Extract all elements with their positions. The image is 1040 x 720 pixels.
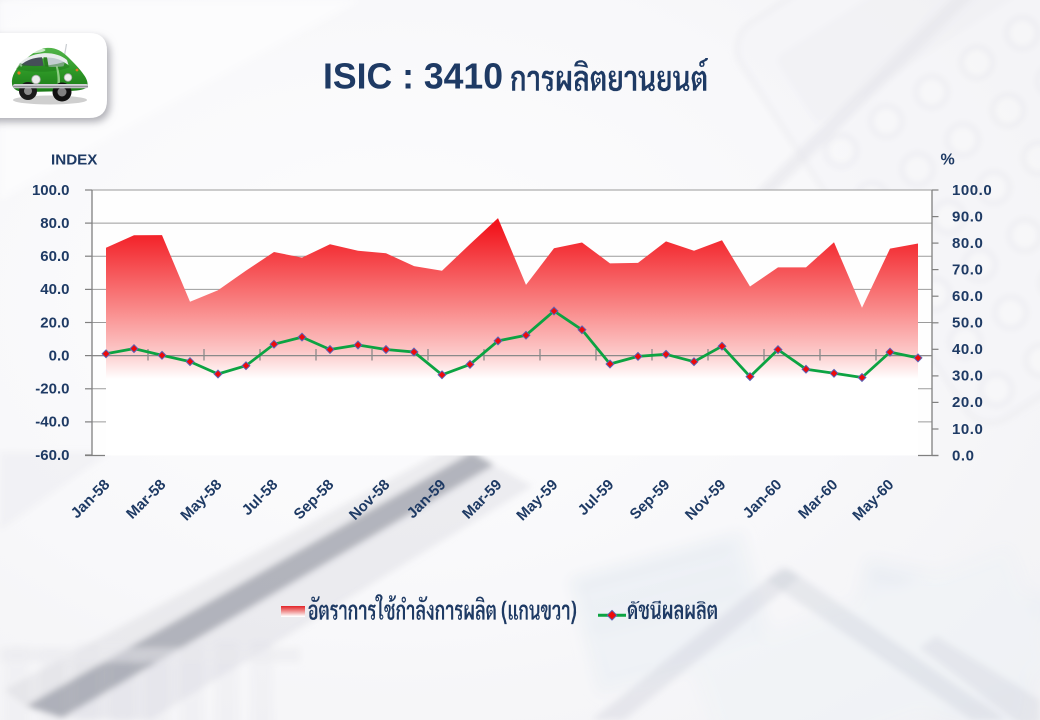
svg-text:50.0: 50.0 — [952, 315, 983, 332]
svg-text:%: % — [941, 152, 955, 169]
svg-text:100.0: 100.0 — [32, 182, 70, 199]
svg-text:ISIC : 3410: ISIC : 3410 — [323, 56, 503, 97]
svg-text:30.0: 30.0 — [952, 368, 983, 385]
svg-text:60.0: 60.0 — [952, 288, 983, 305]
svg-text:0.0: 0.0 — [49, 347, 70, 364]
svg-text:70.0: 70.0 — [952, 261, 983, 278]
svg-text:80.0: 80.0 — [40, 215, 69, 232]
svg-text:-60.0: -60.0 — [35, 447, 69, 464]
svg-text:-40.0: -40.0 — [35, 414, 69, 431]
svg-text:40.0: 40.0 — [40, 281, 69, 298]
svg-text:40.0: 40.0 — [952, 341, 983, 358]
svg-text:10.0: 10.0 — [952, 421, 983, 438]
svg-text:100.0: 100.0 — [952, 182, 992, 199]
svg-text:20.0: 20.0 — [952, 394, 983, 411]
svg-text:-20.0: -20.0 — [35, 381, 69, 398]
svg-text:0.0: 0.0 — [952, 447, 975, 464]
svg-text:90.0: 90.0 — [952, 208, 983, 225]
svg-text:INDEX: INDEX — [51, 152, 97, 169]
svg-text:20.0: 20.0 — [40, 314, 69, 331]
svg-text:60.0: 60.0 — [40, 248, 69, 265]
svg-text:80.0: 80.0 — [952, 235, 983, 252]
